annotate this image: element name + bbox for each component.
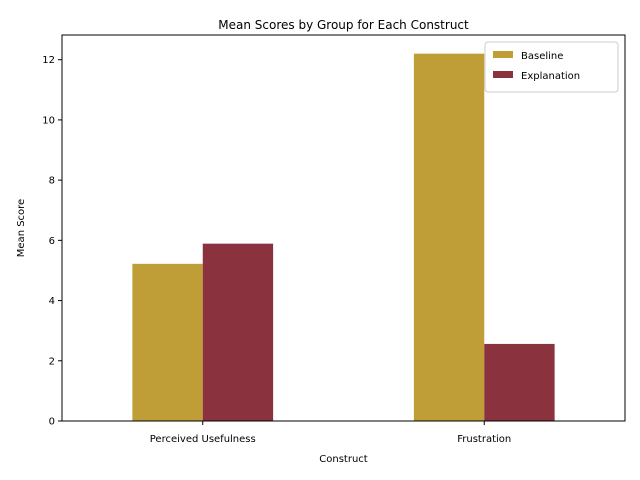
y-tick-label: 8	[49, 176, 55, 187]
legend: Baseline Explanation	[484, 41, 619, 93]
bar-explanation-2	[484, 343, 555, 421]
x-axis-label: Construct	[319, 454, 368, 465]
y-axis: 0 2 4 6 8 10 12	[42, 55, 62, 428]
x-tick-label: Frustration	[457, 434, 511, 445]
legend-swatch-explanation	[493, 71, 513, 78]
chart-title: Mean Scores by Group for Each Construct	[218, 18, 469, 32]
plot-frame	[61, 34, 626, 422]
y-tick-label: 12	[42, 55, 55, 66]
x-axis: Perceived Usefulness Frustration	[150, 421, 511, 445]
legend-box	[484, 41, 619, 93]
bar-baseline-1	[132, 263, 203, 421]
bar-explanation-1	[202, 243, 274, 421]
bar-baseline-2	[413, 53, 485, 422]
y-tick-label: 10	[42, 115, 55, 126]
legend-label-baseline: Baseline	[521, 51, 563, 62]
legend-label-explanation: Explanation	[521, 71, 580, 82]
y-tick-label: 6	[49, 236, 55, 247]
bars-group	[132, 53, 555, 422]
y-axis-label: Mean Score	[16, 199, 27, 257]
x-tick-label: Perceived Usefulness	[150, 434, 256, 445]
y-tick-label: 4	[49, 296, 55, 307]
y-tick-label: 0	[49, 417, 55, 428]
y-tick-label: 2	[49, 356, 55, 367]
legend-swatch-baseline	[493, 51, 513, 58]
